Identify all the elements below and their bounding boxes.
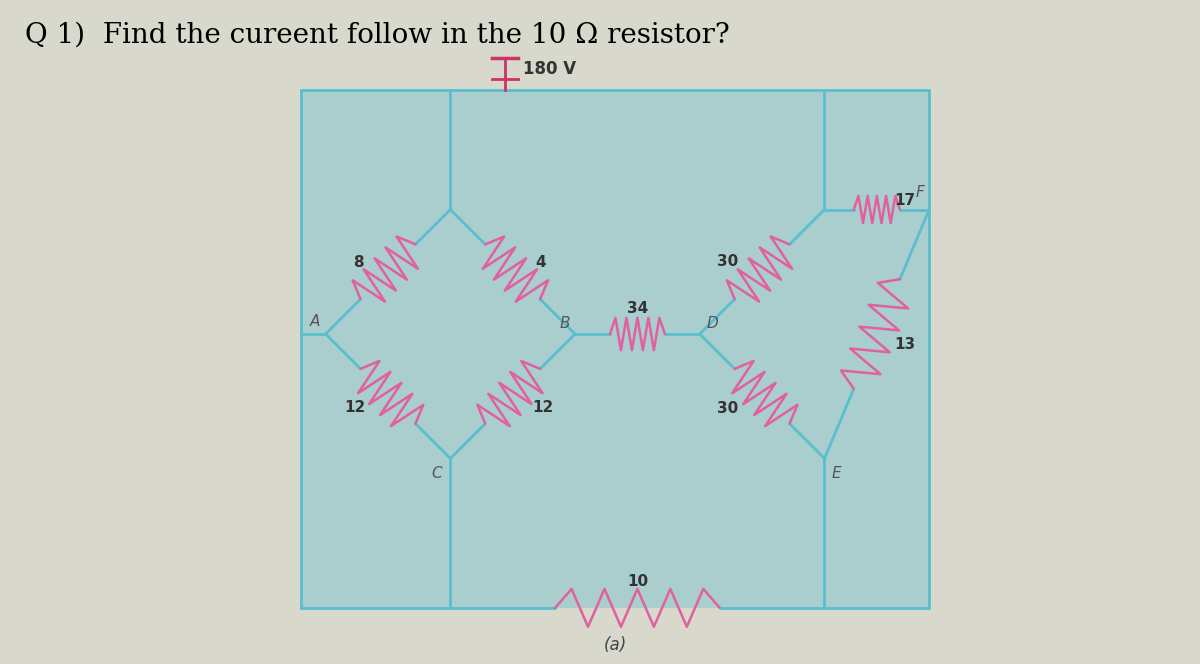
Text: 34: 34 xyxy=(626,301,648,315)
Text: (a): (a) xyxy=(604,635,626,654)
Text: B: B xyxy=(559,316,570,331)
Text: C: C xyxy=(432,466,443,481)
Text: 4: 4 xyxy=(535,255,546,270)
Text: D: D xyxy=(707,316,719,331)
Text: 12: 12 xyxy=(344,400,366,415)
Text: 10: 10 xyxy=(626,574,648,590)
Text: 17: 17 xyxy=(894,193,916,208)
Text: Q 1)  Find the cureent follow in the 10 Ω resistor?: Q 1) Find the cureent follow in the 10 Ω… xyxy=(25,21,730,48)
Text: A: A xyxy=(311,314,320,329)
Text: 12: 12 xyxy=(532,400,553,415)
Text: 30: 30 xyxy=(716,254,738,270)
Text: E: E xyxy=(832,466,841,481)
Text: 8: 8 xyxy=(353,255,364,270)
Text: 180 V: 180 V xyxy=(523,60,576,78)
FancyBboxPatch shape xyxy=(301,90,929,608)
Text: F: F xyxy=(916,185,924,200)
Text: 30: 30 xyxy=(716,400,738,416)
Text: 13: 13 xyxy=(894,337,916,353)
